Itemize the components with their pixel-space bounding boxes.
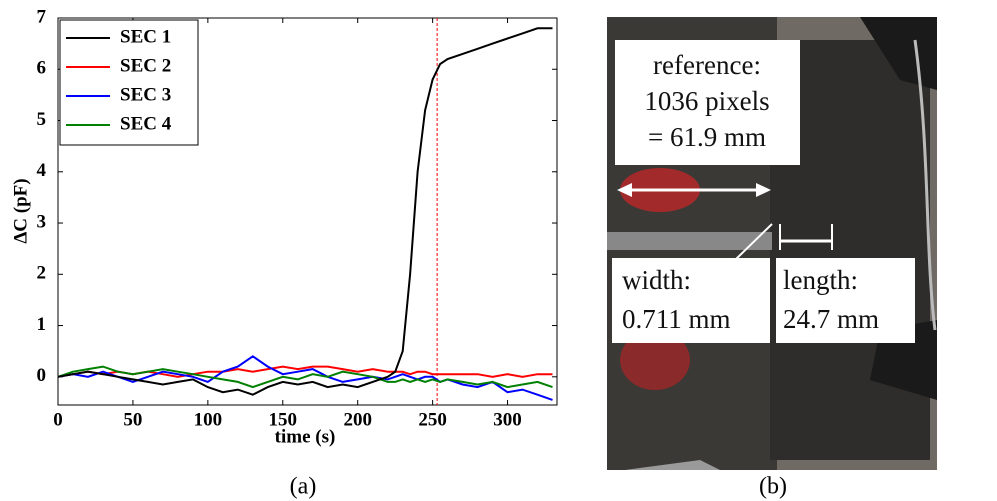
length-text: length: bbox=[783, 265, 858, 295]
legend-label: SEC 1 bbox=[120, 26, 171, 47]
arrowhead bbox=[756, 183, 771, 197]
legend-label: SEC 3 bbox=[120, 84, 171, 105]
width-text: 0.711 mm bbox=[622, 304, 731, 334]
x-tick-label: 250 bbox=[418, 409, 447, 430]
x-axis-label: time (s) bbox=[275, 426, 336, 447]
y-tick-label: 7 bbox=[37, 6, 47, 27]
x-tick-label: 150 bbox=[269, 409, 298, 430]
y-tick-label: 4 bbox=[37, 160, 47, 181]
y-tick-label: 2 bbox=[37, 263, 47, 284]
y-tick-label: 0 bbox=[37, 365, 47, 386]
photo: reference: 1036 pixels = 61.9 mm width: … bbox=[607, 17, 937, 470]
y-tick-label: 5 bbox=[37, 109, 47, 130]
rail bbox=[607, 232, 772, 250]
y-tick-label: 3 bbox=[37, 211, 47, 232]
y-tick-label: 1 bbox=[37, 314, 47, 335]
data-line bbox=[57, 355, 553, 401]
caption: (a) bbox=[290, 474, 317, 500]
legend-label: SEC 4 bbox=[120, 113, 172, 134]
caption: (b) bbox=[759, 474, 787, 500]
plot bbox=[57, 17, 557, 405]
red-knob bbox=[620, 330, 690, 390]
x-tick-label: 50 bbox=[123, 409, 142, 430]
x-tick-label: 300 bbox=[493, 409, 522, 430]
x-tick-label: 200 bbox=[343, 409, 372, 430]
length-box bbox=[776, 258, 915, 343]
reference-text: reference: bbox=[653, 50, 761, 80]
reference-text: = 61.9 mm bbox=[648, 122, 766, 152]
arrowhead bbox=[617, 183, 632, 197]
legend-label: SEC 2 bbox=[120, 55, 171, 76]
data-line bbox=[57, 365, 553, 389]
y-axis-label: ΔC (pF) bbox=[10, 178, 31, 243]
reference-text: 1036 pixels bbox=[644, 86, 769, 116]
clip bbox=[625, 460, 720, 470]
width-text: width: bbox=[622, 265, 691, 295]
pointer bbox=[732, 223, 773, 263]
x-tick-label: 100 bbox=[194, 409, 223, 430]
width-box bbox=[612, 258, 770, 343]
y-tick-label: 6 bbox=[37, 58, 47, 79]
reference-box bbox=[615, 40, 800, 165]
x-tick-label: 0 bbox=[53, 409, 63, 430]
wire bbox=[913, 39, 937, 331]
length-text: 24.7 mm bbox=[783, 304, 879, 334]
data-line bbox=[57, 27, 553, 396]
